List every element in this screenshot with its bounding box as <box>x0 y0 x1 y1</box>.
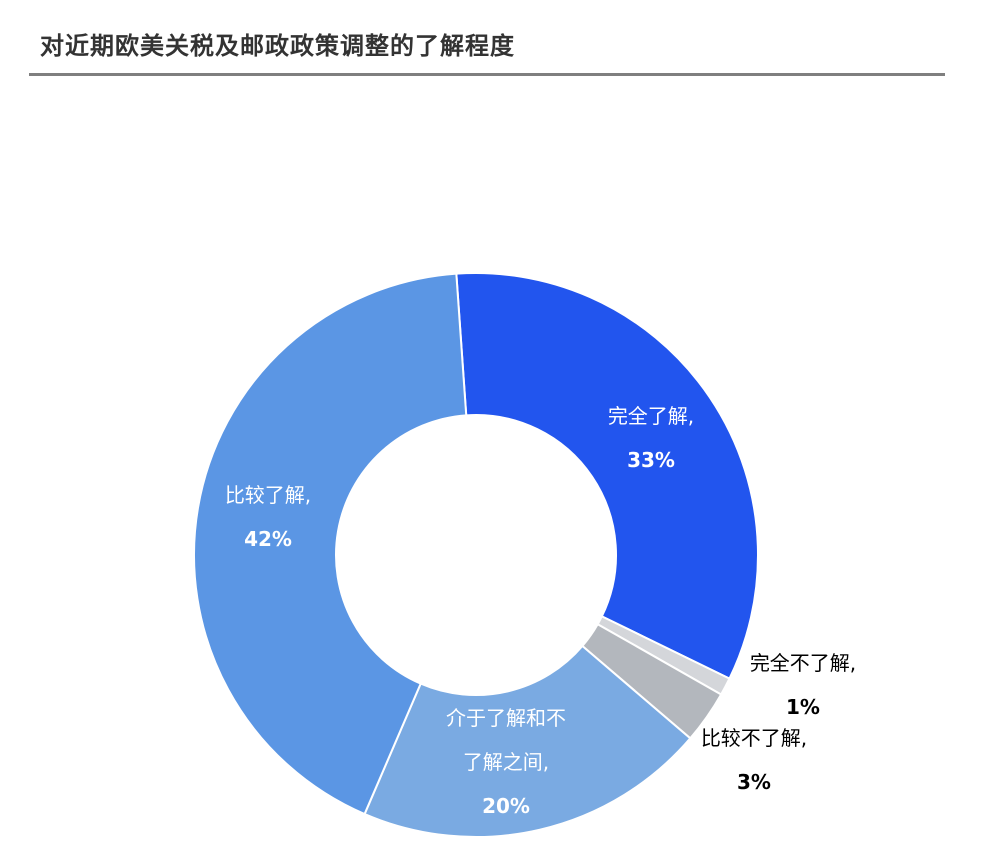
slice-label-3-category: 比较不了解, <box>701 726 807 750</box>
title-divider <box>29 73 945 76</box>
slice-label-1-value: 33% <box>627 448 675 472</box>
slice-label-4-category: 介于了解和不 <box>446 706 566 730</box>
donut-slice-4 <box>363 644 692 838</box>
slice-label-1-category: 完全了解, <box>608 404 694 428</box>
slice-label-5-category: 比较了解, <box>225 483 311 507</box>
donut-slice-5 <box>193 272 468 816</box>
donut-slices <box>193 272 759 838</box>
chart-title: 对近期欧美关税及邮政政策调整的了解程度 <box>40 32 515 60</box>
slice-label-3-value: 3% <box>737 770 771 794</box>
slice-label-4-value: 20% <box>482 794 530 818</box>
donut-slice-1 <box>455 272 759 680</box>
slice-label-2-value: 1% <box>786 695 820 719</box>
slice-label-5-value: 42% <box>244 527 292 551</box>
slice-label-2-category: 完全不了解, <box>750 651 856 675</box>
slice-label-4-category-cont: 了解之间, <box>463 750 549 774</box>
